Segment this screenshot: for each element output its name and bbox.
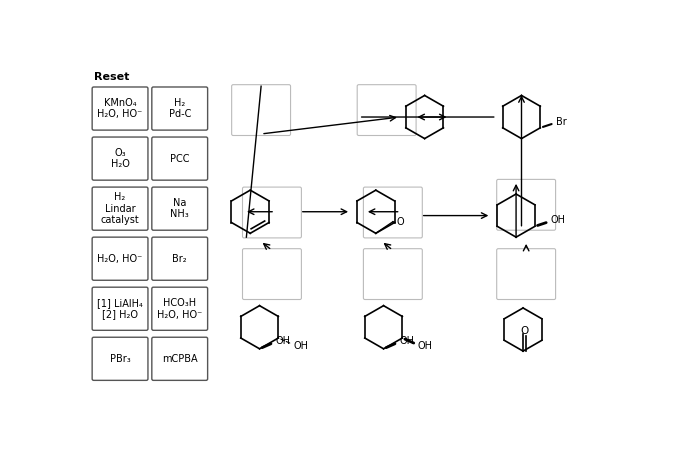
FancyBboxPatch shape bbox=[92, 187, 148, 230]
Text: PBr₃: PBr₃ bbox=[110, 354, 130, 364]
FancyBboxPatch shape bbox=[152, 137, 208, 180]
Text: OH: OH bbox=[275, 336, 290, 346]
Text: KMnO₄
H₂O, HO⁻: KMnO₄ H₂O, HO⁻ bbox=[97, 98, 143, 119]
FancyBboxPatch shape bbox=[242, 187, 302, 238]
FancyBboxPatch shape bbox=[242, 249, 302, 299]
Text: Reset: Reset bbox=[94, 72, 129, 82]
Text: Br₂: Br₂ bbox=[172, 254, 187, 264]
Text: H₂
Pd-C: H₂ Pd-C bbox=[169, 98, 191, 119]
Text: OH: OH bbox=[550, 215, 566, 225]
FancyBboxPatch shape bbox=[363, 249, 422, 299]
FancyBboxPatch shape bbox=[92, 287, 148, 330]
FancyBboxPatch shape bbox=[232, 85, 290, 136]
FancyBboxPatch shape bbox=[92, 137, 148, 180]
FancyBboxPatch shape bbox=[92, 87, 148, 130]
FancyBboxPatch shape bbox=[152, 187, 208, 230]
FancyBboxPatch shape bbox=[497, 249, 556, 299]
FancyBboxPatch shape bbox=[92, 237, 148, 280]
FancyBboxPatch shape bbox=[152, 287, 208, 330]
Text: OH: OH bbox=[399, 336, 414, 346]
Text: mCPBA: mCPBA bbox=[162, 354, 197, 364]
Text: HCO₃H
H₂O, HO⁻: HCO₃H H₂O, HO⁻ bbox=[157, 298, 202, 320]
Text: O: O bbox=[521, 326, 528, 336]
FancyBboxPatch shape bbox=[363, 187, 422, 238]
Text: OH: OH bbox=[294, 341, 309, 351]
Text: H₂O, HO⁻: H₂O, HO⁻ bbox=[97, 254, 143, 264]
FancyBboxPatch shape bbox=[152, 237, 208, 280]
Text: Na
NH₃: Na NH₃ bbox=[170, 198, 189, 220]
Text: H₂
Lindar
catalyst: H₂ Lindar catalyst bbox=[101, 192, 139, 225]
FancyBboxPatch shape bbox=[152, 87, 208, 130]
Text: [1] LiAlH₄
[2] H₂O: [1] LiAlH₄ [2] H₂O bbox=[97, 298, 143, 320]
Text: PCC: PCC bbox=[170, 154, 190, 163]
Text: O₃
H₂O: O₃ H₂O bbox=[111, 148, 130, 169]
FancyBboxPatch shape bbox=[357, 85, 416, 136]
FancyBboxPatch shape bbox=[152, 337, 208, 380]
FancyBboxPatch shape bbox=[497, 180, 556, 230]
Text: OH: OH bbox=[418, 341, 433, 351]
FancyBboxPatch shape bbox=[92, 337, 148, 380]
Text: Br: Br bbox=[556, 117, 566, 127]
Text: O: O bbox=[397, 217, 405, 227]
